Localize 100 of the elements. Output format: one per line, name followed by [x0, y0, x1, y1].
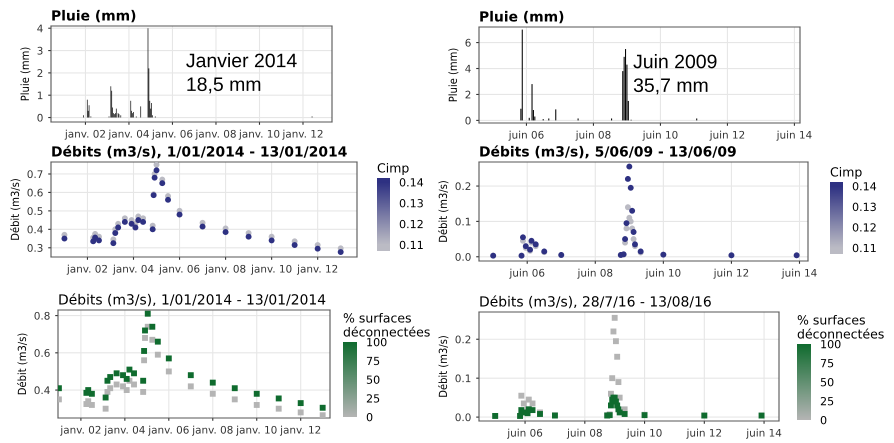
y-tick-label: 1 — [38, 92, 42, 100]
point — [154, 167, 160, 174]
point — [135, 217, 142, 224]
point — [610, 328, 616, 334]
color-bar-label: 0.11 — [852, 244, 876, 252]
point — [292, 242, 298, 248]
y-tick-label: 0.3 — [27, 244, 43, 252]
color-bar-title: % surfaces déconnectées — [798, 314, 884, 339]
color-bar-label: 0.12 — [852, 223, 876, 232]
point — [159, 180, 166, 186]
point — [150, 226, 156, 232]
y-axis-title: Débit (m3/s) — [17, 334, 28, 394]
y-tick-label: 0.5 — [27, 207, 42, 215]
y-tick-label: 4 — [465, 64, 471, 72]
color-bar-label: 50 — [820, 378, 834, 386]
y-tick-label: 2 — [465, 90, 470, 98]
x-tick-label: janv. 04 — [112, 264, 154, 275]
y-tick-label: 3 — [38, 46, 43, 55]
x-tick-label: juin 12 — [713, 268, 748, 279]
y-axis-title: Pluie (mm) — [20, 48, 30, 100]
x-tick-label: juin 08 — [566, 428, 602, 439]
point — [107, 374, 114, 380]
y-tick-label: 0.4 — [34, 386, 50, 394]
chart-title: Pluie (mm) — [480, 10, 564, 24]
point — [115, 224, 122, 230]
point — [188, 372, 194, 378]
x-tick-label: janv. 10 — [236, 426, 277, 436]
point — [628, 184, 634, 191]
point — [88, 390, 95, 397]
point — [114, 370, 120, 376]
point — [149, 324, 156, 330]
color-bar-label: 0.14 — [852, 182, 876, 190]
y-axis-title: Pluie (mm) — [448, 48, 458, 102]
point — [154, 338, 161, 345]
chart-title: Débits (m3/s), 1/01/2014 - 13/01/2014 — [59, 293, 326, 306]
point — [254, 402, 260, 408]
y-tick-label: 0 — [465, 116, 471, 125]
point — [530, 400, 536, 406]
point — [102, 406, 109, 412]
x-tick-label: juin 10 — [645, 268, 680, 279]
y-tick-label: 4 — [37, 24, 43, 32]
point — [338, 249, 344, 255]
color-bar-label: 100 — [821, 340, 840, 348]
color-bar-label: 25 — [820, 396, 834, 406]
y-tick-label: 0.8 — [34, 312, 50, 320]
point — [112, 230, 118, 236]
y-tick-label: 0.1 — [455, 374, 470, 382]
point — [140, 219, 146, 225]
y-tick-label: 0.0 — [455, 413, 471, 422]
point — [141, 348, 148, 354]
x-tick-label: juin 08 — [575, 130, 611, 141]
chart-title: Débits (m3/s), 1/01/2014 - 13/01/2014 — [52, 145, 347, 158]
y-axis-title: Débit (m3/s) — [10, 179, 20, 240]
color-bar-label: 0.13 — [400, 199, 423, 208]
y-tick-label: 0.1 — [455, 218, 470, 226]
y-tick-label: 0.2 — [455, 182, 470, 190]
x-tick-label: juin 06 — [507, 428, 542, 439]
color-bar-title: % surfaces déconnectées — [344, 312, 430, 337]
point — [222, 229, 229, 236]
x-tick-label: janv. 04 — [108, 130, 149, 140]
point — [624, 204, 631, 210]
x-tick-label: janv. 04 — [104, 426, 145, 436]
x-tick-label: janv. 06 — [152, 130, 192, 140]
point — [314, 246, 321, 252]
point — [268, 237, 275, 244]
color-bar-label: 50 — [366, 375, 380, 384]
x-tick-label: janv. 10 — [250, 264, 292, 275]
x-tick-label: janv. 12 — [282, 130, 323, 140]
point — [609, 375, 616, 382]
x-tick-label: juin 08 — [577, 268, 612, 279]
point — [61, 236, 68, 242]
x-tick-label: juin 10 — [626, 428, 662, 439]
y-tick-label: 2 — [37, 69, 42, 77]
point — [140, 378, 146, 384]
color-bar-label: 25 — [366, 394, 380, 403]
y-tick-label: 0 — [37, 114, 43, 122]
color-bar-label: 75 — [820, 359, 834, 368]
point — [140, 388, 146, 395]
y-tick-label: 0.7 — [27, 170, 42, 178]
y-tick-label: 6 — [465, 38, 471, 47]
chart-title: Débits (m3/s), 28/7/16 - 13/08/16 — [480, 295, 711, 308]
point — [626, 164, 632, 170]
point — [612, 338, 619, 344]
color-bar-label: 0.13 — [852, 202, 876, 212]
point — [320, 412, 326, 418]
x-tick-label: juin 14 — [746, 428, 782, 439]
x-tick-label: juin 14 — [776, 130, 812, 141]
y-axis-title: Débit (m3/s) — [438, 181, 448, 242]
point — [622, 411, 628, 417]
x-tick-label: janv. 08 — [204, 264, 246, 275]
point — [110, 240, 116, 246]
point — [320, 404, 326, 411]
color-bar-title: Cimp — [830, 166, 862, 180]
point — [630, 236, 637, 242]
point — [276, 396, 282, 402]
point — [102, 394, 109, 400]
point — [154, 162, 160, 168]
point — [124, 387, 130, 394]
x-tick-label: janv. 08 — [192, 426, 233, 436]
chart-title: Débits (m3/s), 5/06/09 - 13/06/09 — [480, 145, 736, 158]
